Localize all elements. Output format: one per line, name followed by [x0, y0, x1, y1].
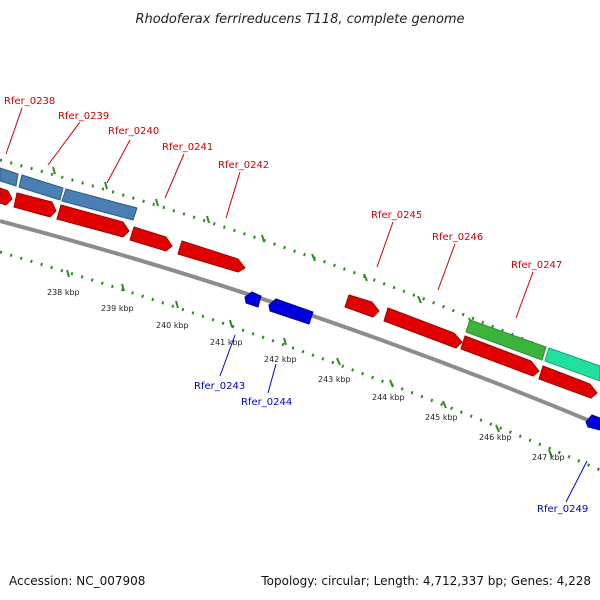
kbp-label: 239 kbp	[101, 304, 134, 313]
inner-major-tick	[229, 319, 233, 328]
label-leader	[267, 363, 277, 394]
gene-label-rfer-0243[interactable]: Rfer_0243	[194, 381, 245, 392]
topology-text: Topology: circular; Length: 4,712,337 bp…	[261, 574, 591, 588]
inner-major-tick	[548, 449, 553, 458]
inner-major-tick	[283, 337, 287, 346]
label-leader	[376, 221, 394, 268]
label-leader	[164, 153, 185, 199]
forward-label-leaders	[5, 107, 534, 319]
outer-major-tick	[206, 215, 210, 224]
kbp-label: 246 kbp	[479, 433, 512, 442]
genome-backbone	[0, 219, 600, 427]
gene-label-rfer-0241[interactable]: Rfer_0241	[162, 142, 213, 153]
outer-major-tick	[52, 166, 56, 175]
outer-major-tick	[311, 253, 316, 262]
green-feature	[465, 319, 547, 361]
kbp-label: 245 kbp	[425, 413, 458, 422]
reverse-gene-arrow	[244, 291, 262, 308]
forward-gene-arrow	[129, 226, 173, 252]
gene-label-rfer-0238[interactable]: Rfer_0238	[4, 96, 55, 107]
gene-label-rfer-0249[interactable]: Rfer_0249	[537, 504, 588, 515]
inner-major-tick	[389, 379, 394, 388]
gene-label-rfer-0247[interactable]: Rfer_0247	[511, 260, 562, 271]
forward-gene-arrow	[344, 294, 380, 318]
label-leader	[437, 243, 456, 291]
teal-feature	[544, 347, 600, 382]
kbp-label: 240 kbp	[156, 321, 189, 330]
inner-major-tick	[495, 424, 500, 433]
label-leader	[225, 171, 241, 219]
kbp-labels: 238 kbp 239 kbp 240 kbp 241 kbp 242 kbp …	[47, 288, 565, 462]
kbp-label: 242 kbp	[264, 355, 297, 364]
kbp-label: 243 kbp	[318, 375, 351, 384]
blue-feature	[61, 188, 138, 221]
reverse-label-leaders	[219, 334, 588, 503]
kbp-label: 244 kbp	[372, 393, 405, 402]
gene-label-rfer-0246[interactable]: Rfer_0246	[432, 232, 483, 243]
outer-major-tick	[104, 181, 108, 190]
forward-gene-labels: Rfer_0238 Rfer_0239 Rfer_0240 Rfer_0241 …	[4, 96, 562, 271]
gene-label-rfer-0240[interactable]: Rfer_0240	[108, 126, 159, 137]
forward-gene-arrow	[177, 240, 246, 273]
kbp-label: 238 kbp	[47, 288, 80, 297]
gene-label-rfer-0245[interactable]: Rfer_0245	[371, 210, 422, 221]
accession-text: Accession: NC_007908	[9, 574, 146, 588]
forward-gene-arrow	[383, 307, 463, 349]
blue-feature-track	[0, 167, 138, 221]
outer-major-tick	[155, 198, 159, 207]
kbp-label: 247 kbp	[532, 453, 565, 462]
label-leader	[47, 121, 81, 166]
outer-major-tick	[417, 295, 422, 304]
label-leader	[5, 107, 23, 155]
gene-label-rfer-0244[interactable]: Rfer_0244	[241, 397, 292, 408]
outer-major-tick	[363, 273, 368, 282]
genome-title: Rhodoferax ferrireducens T118, complete …	[135, 12, 464, 27]
label-leader	[219, 334, 236, 377]
forward-gene-arrow	[0, 187, 13, 206]
forward-gene-arrow	[56, 204, 130, 238]
forward-gene-arrow	[538, 365, 598, 399]
inner-major-tick	[442, 400, 447, 409]
reverse-gene-labels: Rfer_0243 Rfer_0244 Rfer_0249	[194, 381, 588, 515]
reverse-gene-arrow	[268, 298, 314, 325]
label-leader	[106, 139, 131, 184]
forward-gene-arrow	[13, 192, 57, 218]
forward-gene-track	[0, 187, 598, 399]
gene-label-rfer-0242[interactable]: Rfer_0242	[218, 160, 269, 171]
blue-feature	[0, 167, 19, 187]
reverse-gene-arrow	[585, 414, 600, 431]
inner-major-tick	[121, 283, 125, 292]
kbp-label: 241 kbp	[210, 338, 243, 347]
forward-gene-arrow	[460, 335, 540, 377]
inner-major-ticks	[66, 269, 553, 458]
reverse-gene-track	[244, 291, 600, 431]
inner-major-tick	[175, 300, 179, 309]
outer-major-tick	[261, 234, 265, 243]
inner-major-tick	[66, 269, 70, 278]
label-leader	[565, 460, 588, 503]
inner-major-tick	[336, 357, 341, 366]
blue-feature	[18, 174, 64, 201]
label-leader	[515, 271, 534, 319]
gene-label-rfer-0239[interactable]: Rfer_0239	[58, 111, 109, 122]
